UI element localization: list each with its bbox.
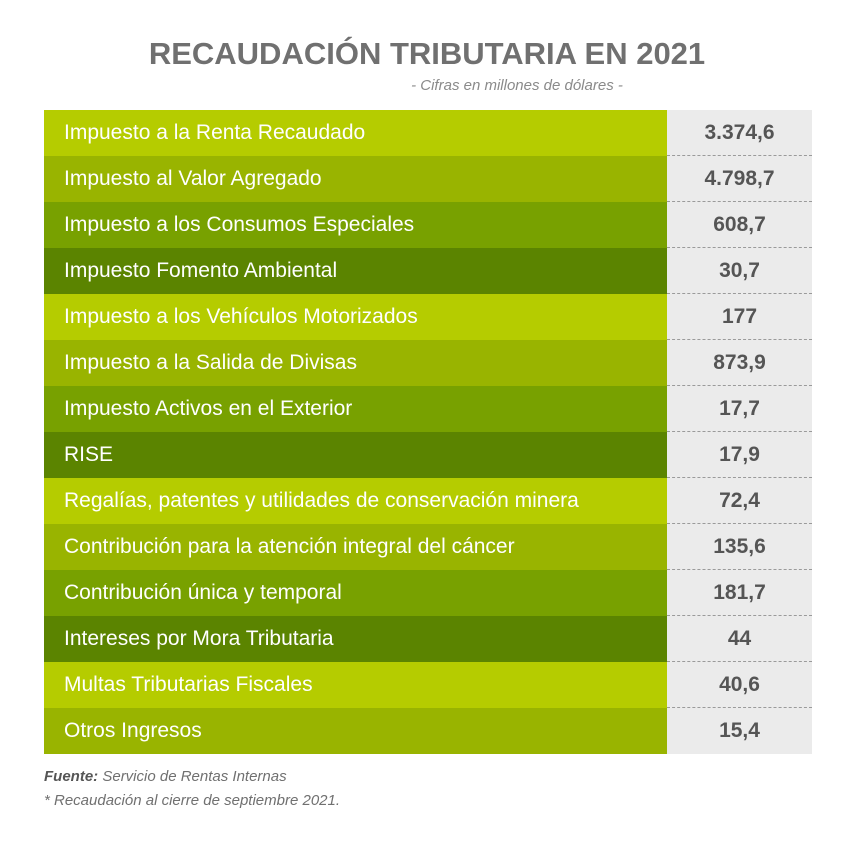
tax-table: Impuesto a la Renta Recaudado 3.374,6 Impu… <box>44 110 812 754</box>
row-label: Multas Tributarias Fiscales <box>44 662 667 708</box>
source-label: Fuente: <box>44 768 99 785</box>
row-label: Regalías, patentes y utilidades de conse… <box>44 478 667 524</box>
table-row: Otros Ingresos 15,4 <box>44 708 812 754</box>
row-label: Impuesto Fomento Ambiental <box>44 248 667 294</box>
row-label: Impuesto a los Vehículos Motorizados <box>44 294 667 340</box>
source-line: Fuente: Servicio de Rentas Internas <box>44 768 287 785</box>
row-label: Impuesto Activos en el Exterior <box>44 386 667 432</box>
row-label: Impuesto a los Consumos Especiales <box>44 202 667 248</box>
row-value: 873,9 <box>667 340 812 386</box>
table-row: Impuesto a los Consumos Especiales 608,7 <box>44 202 812 248</box>
row-label: RISE <box>44 432 667 478</box>
table-row: Impuesto al Valor Agregado 4.798,7 <box>44 156 812 202</box>
footnote: * Recaudación al cierre de septiembre 20… <box>44 792 341 809</box>
row-value: 15,4 <box>667 708 812 754</box>
row-label: Contribución para la atención integral d… <box>44 524 667 570</box>
row-value: 17,9 <box>667 432 812 478</box>
row-label: Intereses por Mora Tributaria <box>44 616 667 662</box>
table-row: Contribución para la atención integral d… <box>44 524 812 570</box>
row-label: Impuesto a la Salida de Divisas <box>44 340 667 386</box>
row-value: 608,7 <box>667 202 812 248</box>
row-value: 3.374,6 <box>667 110 812 156</box>
row-label: Impuesto al Valor Agregado <box>44 156 667 202</box>
row-value: 181,7 <box>667 570 812 616</box>
row-value: 177 <box>667 294 812 340</box>
table-row: Impuesto a la Renta Recaudado 3.374,6 <box>44 110 812 156</box>
row-value: 40,6 <box>667 662 812 708</box>
table-row: Impuesto a los Vehículos Motorizados 177 <box>44 294 812 340</box>
row-value: 30,7 <box>667 248 812 294</box>
table-row: Impuesto a la Salida de Divisas 873,9 <box>44 340 812 386</box>
chart-title: RECAUDACIÓN TRIBUTARIA EN 2021 <box>148 36 706 71</box>
row-label: Impuesto a la Renta Recaudado <box>44 110 667 156</box>
row-value: 44 <box>667 616 812 662</box>
table-row: Intereses por Mora Tributaria 44 <box>44 616 812 662</box>
row-value: 4.798,7 <box>667 156 812 202</box>
row-value: 17,7 <box>667 386 812 432</box>
table-row: Contribución única y temporal 181,7 <box>44 570 812 616</box>
table-row: Multas Tributarias Fiscales 40,6 <box>44 662 812 708</box>
table-row: Regalías, patentes y utilidades de conse… <box>44 478 812 524</box>
row-value: 72,4 <box>667 478 812 524</box>
table-row: RISE 17,9 <box>44 432 812 478</box>
source-text: Servicio de Rentas Internas <box>102 768 287 785</box>
table-row: Impuesto Activos en el Exterior 17,7 <box>44 386 812 432</box>
row-label: Otros Ingresos <box>44 708 667 754</box>
table-row: Impuesto Fomento Ambiental 30,7 <box>44 248 812 294</box>
row-value: 135,6 <box>667 524 812 570</box>
row-label: Contribución única y temporal <box>44 570 667 616</box>
chart-subtitle: - Cifras en millones de dólares - <box>411 77 623 94</box>
